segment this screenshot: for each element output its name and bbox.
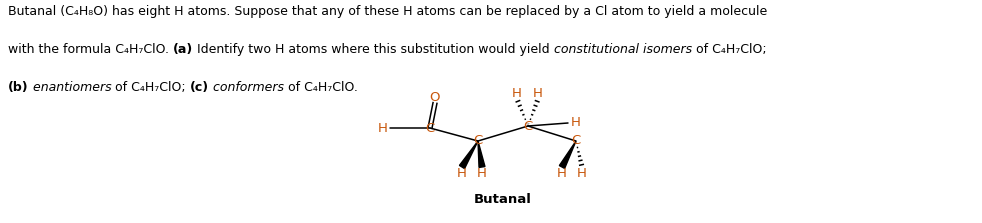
Text: with the formula C₄H₇ClO.: with the formula C₄H₇ClO.	[8, 43, 173, 56]
Text: of C₄H₇ClO;: of C₄H₇ClO;	[692, 43, 767, 56]
Text: H: H	[512, 87, 522, 100]
Text: C: C	[473, 134, 482, 147]
Polygon shape	[560, 141, 576, 168]
Text: Butanal (C₄H₈O) has eight H atoms. Suppose that any of these H atoms can be repl: Butanal (C₄H₈O) has eight H atoms. Suppo…	[8, 5, 767, 18]
Text: H: H	[477, 167, 487, 180]
Text: H: H	[533, 87, 543, 100]
Text: C: C	[425, 122, 435, 134]
Text: (a): (a)	[173, 43, 193, 56]
Text: (c): (c)	[190, 81, 209, 94]
Text: H: H	[377, 122, 388, 134]
Text: C: C	[523, 120, 532, 132]
Text: of C₄H₇ClO;: of C₄H₇ClO;	[111, 81, 190, 94]
Text: conformers: conformers	[209, 81, 284, 94]
Text: H: H	[457, 167, 466, 180]
Text: C: C	[572, 134, 580, 147]
Text: H: H	[577, 167, 587, 180]
Text: H: H	[557, 167, 567, 180]
Text: (b): (b)	[8, 81, 28, 94]
Text: Butanal: Butanal	[474, 193, 532, 206]
Polygon shape	[460, 141, 478, 169]
Text: of C₄H₇ClO.: of C₄H₇ClO.	[284, 81, 357, 94]
Text: enantiomers: enantiomers	[28, 81, 111, 94]
Polygon shape	[478, 141, 485, 167]
Text: H: H	[571, 116, 580, 130]
Text: Identify two H atoms where this substitution would yield: Identify two H atoms where this substitu…	[193, 43, 554, 56]
Text: O: O	[430, 91, 440, 104]
Text: constitutional isomers: constitutional isomers	[554, 43, 692, 56]
